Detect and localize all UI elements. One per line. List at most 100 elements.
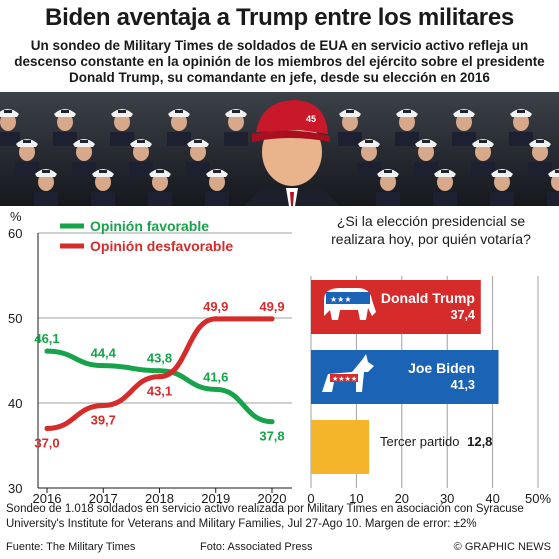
donkey-icon: ★★★★ <box>322 354 374 392</box>
bar-x-tick-label: 20 <box>395 491 409 506</box>
legend-label-unfavorable: Opinión desfavorable <box>90 238 234 254</box>
bar-label-biden: Joe Biden <box>408 360 475 376</box>
line-chart-data-labels: 46,1 44,4 43,8 41,6 37,8 37,0 39,7 43,1 49,9 49,9 <box>34 299 284 451</box>
line-chart: % 30 40 50 60 2016 2017 2018 2019 2020 46,1 44,4… <box>8 209 292 506</box>
cadet-uniform <box>357 162 381 176</box>
x-tick-label: 2018 <box>145 491 174 506</box>
data-point <box>213 386 219 392</box>
cadet-uniform <box>471 162 495 176</box>
data-point <box>269 419 275 425</box>
data-point <box>44 426 50 431</box>
cadet-uniform <box>433 192 457 206</box>
page-subtitle: Un sondeo de Military Times de soldados … <box>14 38 545 85</box>
trump-figure: 45 <box>244 100 340 206</box>
cadet-cap-band <box>232 110 240 113</box>
line-chart-x-ticks: 2016 2017 2018 2019 2020 <box>33 488 287 506</box>
cadet-uniform <box>205 192 229 206</box>
cadet-face <box>190 143 206 161</box>
cadet-face <box>399 113 415 131</box>
photo-illustration: 45 <box>0 92 559 206</box>
cadet-uniform <box>224 132 248 146</box>
cadet-cap-band <box>422 140 430 143</box>
cap-badge: 45 <box>306 114 316 124</box>
copyright: © GRAPHIC NEWS <box>453 541 551 553</box>
legend-label-favorable: Opinión favorable <box>90 218 210 234</box>
bar-x-tick-label: 50% <box>525 491 551 506</box>
news-photo: 45 <box>0 92 559 206</box>
data-label: 37,0 <box>34 436 59 451</box>
cadet-uniform <box>129 162 153 176</box>
line-chart-series <box>44 316 275 431</box>
cadet-face <box>380 173 396 191</box>
svg-text:★★★: ★★★ <box>330 295 352 304</box>
elephant-icon: ★★★ <box>324 288 376 320</box>
bar-x-tick-label: 10 <box>349 491 363 506</box>
cadet-cap-band <box>42 170 50 173</box>
x-tick-label: 2017 <box>89 491 118 506</box>
svg-text:★★★★: ★★★★ <box>332 375 357 383</box>
data-point <box>157 374 162 380</box>
y-tick-label: 40 <box>8 396 22 411</box>
cadet-uniform <box>490 192 514 206</box>
bar-x-tick-label: 0 <box>307 491 314 506</box>
data-label: 49,9 <box>259 299 284 314</box>
cadet-cap-band <box>4 110 12 113</box>
legend <box>60 223 84 249</box>
y-tick-label: 60 <box>8 226 22 241</box>
cadet-cap-band <box>384 170 392 173</box>
cadet-cap-band <box>403 110 411 113</box>
cadet-uniform <box>395 132 419 146</box>
cadet-face <box>95 173 111 191</box>
data-point <box>44 348 50 354</box>
cadet-face <box>171 113 187 131</box>
cadet-face <box>494 173 510 191</box>
data-label: 43,8 <box>147 351 172 366</box>
y-axis-unit: % <box>10 209 22 224</box>
x-tick-label: 2019 <box>201 491 230 506</box>
data-label: 39,7 <box>91 413 116 428</box>
cadet-cap-band <box>118 110 126 113</box>
cadet-cap-band <box>156 170 164 173</box>
cadet-uniform <box>0 132 20 146</box>
y-tick-label: 50 <box>8 311 22 326</box>
bar-third-party <box>311 420 370 474</box>
cadet-uniform <box>110 132 134 146</box>
photo-credit: Foto: Associated Press <box>200 541 313 553</box>
bar-value-trump: 37,4 <box>450 308 475 322</box>
cadet-face <box>456 113 472 131</box>
cadet-face <box>437 173 453 191</box>
cadet-uniform <box>338 132 362 146</box>
data-label: 43,1 <box>147 384 172 399</box>
methodology-note: Sondeo de 1.018 soldados en servicio act… <box>6 503 524 530</box>
bar-x-tick-label: 40 <box>485 491 499 506</box>
cadet-uniform <box>509 132 533 146</box>
cadet-face <box>152 173 168 191</box>
cadet-face <box>0 113 16 131</box>
cadet-uniform <box>528 162 552 176</box>
data-point <box>100 403 106 409</box>
cadet-uniform <box>15 162 39 176</box>
cadet-face <box>114 113 130 131</box>
data-label: 37,8 <box>259 429 284 444</box>
cadet-face <box>475 143 491 161</box>
data-point <box>269 316 275 322</box>
y-tick-label: 30 <box>8 481 22 496</box>
cadet-uniform <box>167 132 191 146</box>
cadet-face <box>209 173 225 191</box>
data-label: 49,9 <box>203 299 228 314</box>
cadet-cap-band <box>365 140 373 143</box>
cadet-uniform <box>148 192 172 206</box>
bar-label-trump: Donald Trump <box>380 290 475 306</box>
cadet-face <box>532 143 548 161</box>
cadet-uniform <box>547 192 559 206</box>
data-point <box>157 368 162 374</box>
cadet-uniform <box>34 192 58 206</box>
x-tick-label: 2020 <box>258 491 287 506</box>
third-party-value: 12,8 <box>467 434 493 449</box>
bar-chart: 0 10 20 30 40 50% ★★★ ★★★★ <box>307 276 551 506</box>
bar-label-third-party: Tercer partido 12,8 <box>380 434 492 449</box>
cadet-cap-band <box>61 110 69 113</box>
cadet-cap-band <box>536 140 544 143</box>
cadet-face <box>361 143 377 161</box>
